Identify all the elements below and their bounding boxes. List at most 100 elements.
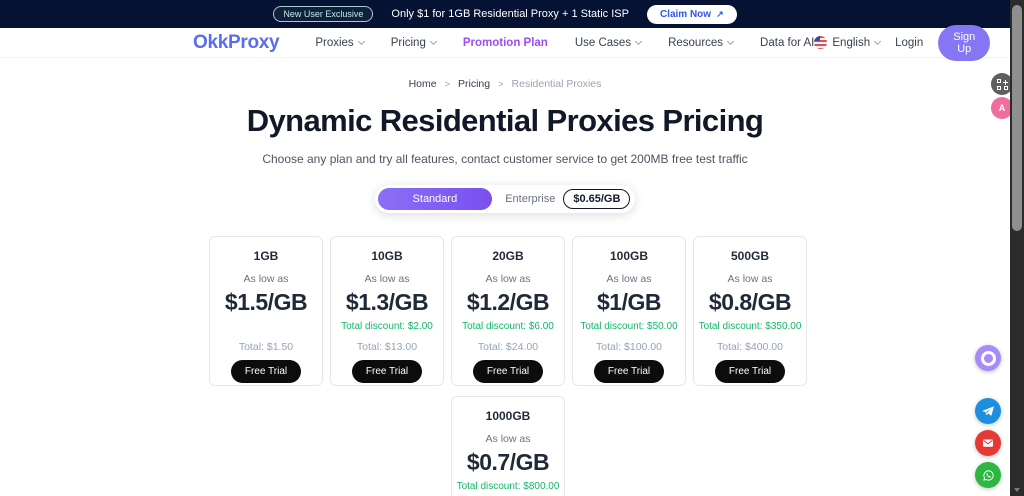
plan-as-low-as: As low as xyxy=(485,273,531,285)
grid-plus-icon xyxy=(996,78,1008,90)
free-trial-button[interactable]: Free Trial xyxy=(714,360,786,383)
nav-item-label: Promotion Plan xyxy=(462,36,548,49)
nav-item-label: Use Cases xyxy=(574,36,632,49)
chevron-down-icon xyxy=(357,37,365,45)
breadcrumb-separator: > xyxy=(498,79,504,90)
plan-total: Total: $1.50 xyxy=(238,341,294,353)
plan-card-100gb: 100GB As low as $1/GB Total discount: $5… xyxy=(572,236,686,386)
claim-now-label: Claim Now xyxy=(659,8,712,20)
nav-item-label: Data for AI xyxy=(760,36,815,49)
plan-size: 10GB xyxy=(371,249,403,263)
chevron-down-icon xyxy=(429,37,437,45)
whatsapp-icon xyxy=(982,469,994,481)
page-title: Dynamic Residential Proxies Pricing xyxy=(246,103,764,138)
arrow-up-right-icon: ↗ xyxy=(716,8,724,19)
toggle-standard[interactable]: Standard xyxy=(377,188,493,210)
scrollbar-track[interactable] xyxy=(1010,0,1024,496)
plan-price: $1.3/GB xyxy=(345,289,429,315)
plan-size: 100GB xyxy=(609,249,649,263)
plan-as-low-as: As low as xyxy=(243,273,289,285)
plan-card-10gb: 10GB As low as $1.3/GB Total discount: $… xyxy=(330,236,444,386)
breadcrumb-current: Residential Proxies xyxy=(511,78,602,90)
plans-row-2: 1000GB As low as $0.7/GB Total discount:… xyxy=(451,396,565,496)
plan-discount: Total discount: $50.00 xyxy=(580,321,678,332)
free-trial-button[interactable]: Free Trial xyxy=(351,360,423,383)
scrollbar-thumb[interactable] xyxy=(1012,5,1022,231)
email-button[interactable] xyxy=(975,430,1001,456)
page-subtitle: Choose any plan and try all features, co… xyxy=(262,152,748,166)
grid-plus-widget-button[interactable] xyxy=(991,73,1013,95)
free-trial-button[interactable]: Free Trial xyxy=(230,360,302,383)
plan-price: $1.2/GB xyxy=(466,289,550,315)
plans-row-1: 1GB As low as $1.5/GB Total: $1.50 Free … xyxy=(209,236,807,386)
promo-badge: New User Exclusive xyxy=(273,6,374,22)
plan-price: $0.8/GB xyxy=(708,289,792,315)
promo-banner: New User Exclusive Only $1 for 1GB Resid… xyxy=(0,0,1010,28)
logo[interactable]: OkkProxy xyxy=(193,31,280,53)
plan-as-low-as: As low as xyxy=(727,273,773,285)
telegram-icon xyxy=(982,406,994,416)
toggle-enterprise[interactable]: Enterprise xyxy=(505,193,556,205)
plan-card-20gb: 20GB As low as $1.2/GB Total discount: $… xyxy=(451,236,565,386)
breadcrumb-separator: > xyxy=(444,79,451,90)
plan-discount: Total discount: $6.00 xyxy=(462,321,554,332)
chevron-down-icon xyxy=(635,37,643,45)
plan-as-low-as: As low as xyxy=(364,273,410,285)
nav-item-use-cases[interactable]: Use Cases xyxy=(574,36,643,49)
language-label: English xyxy=(832,36,871,49)
claim-now-button[interactable]: Claim Now ↗ xyxy=(646,4,737,24)
telegram-button[interactable] xyxy=(975,398,1001,424)
whatsapp-button[interactable] xyxy=(975,462,1001,488)
nav-item-proxies[interactable]: Proxies xyxy=(315,36,365,49)
translate-widget-button[interactable]: A xyxy=(991,97,1013,119)
plan-total: Total: $100.00 xyxy=(596,341,662,353)
plan-discount: Total discount: $2.00 xyxy=(341,321,433,332)
plan-price: $0.7/GB xyxy=(466,449,550,475)
plan-price: $1/GB xyxy=(597,289,661,315)
nav-item-data-for-ai[interactable]: Data for AI xyxy=(760,37,814,49)
plan-total: Total: $24.00 xyxy=(477,341,539,353)
plan-discount: Total discount: $800.00 xyxy=(456,481,560,492)
plan-size: 1GB xyxy=(253,249,279,263)
plan-discount: Total discount: $350.00 xyxy=(698,321,802,332)
enterprise-price-chip[interactable]: $0.65/GB xyxy=(563,189,631,209)
main-nav: OkkProxy Proxies Pricing Promotion Plan … xyxy=(0,24,1010,61)
nav-item-label: Pricing xyxy=(390,36,426,49)
free-trial-button[interactable]: Free Trial xyxy=(593,360,665,383)
nav-item-resources[interactable]: Resources xyxy=(668,36,735,49)
plan-total: Total: $400.00 xyxy=(717,341,783,353)
plan-total: Total: $13.00 xyxy=(356,341,418,353)
language-selector[interactable]: English xyxy=(814,36,882,49)
scrollbar-down-arrow[interactable] xyxy=(1014,488,1020,492)
nav-right-group: English Login Sign Up xyxy=(814,24,991,61)
plan-as-low-as: As low as xyxy=(606,273,652,285)
chat-ring-icon xyxy=(980,350,996,366)
plan-type-toggle: Standard Enterprise $0.65/GB xyxy=(374,185,636,213)
nav-item-pricing[interactable]: Pricing xyxy=(390,36,437,49)
us-flag-icon xyxy=(814,36,828,49)
plan-card-500gb: 500GB As low as $0.8/GB Total discount: … xyxy=(693,236,807,386)
translate-icon: A xyxy=(998,103,1006,113)
nav-item-label: Proxies xyxy=(315,36,354,49)
chevron-down-icon xyxy=(727,37,735,45)
sign-up-button[interactable]: Sign Up xyxy=(938,24,991,61)
browser-widget-stack: A xyxy=(991,73,1013,119)
login-link[interactable]: Login xyxy=(895,36,924,49)
nav-menu: Proxies Pricing Promotion Plan Use Cases… xyxy=(315,37,814,49)
nav-item-label: Resources xyxy=(668,36,724,49)
promo-text: Only $1 for 1GB Residential Proxy + 1 St… xyxy=(391,8,629,20)
nav-item-promotion-plan[interactable]: Promotion Plan xyxy=(463,37,548,49)
plan-size: 20GB xyxy=(492,249,524,263)
plan-price: $1.5/GB xyxy=(224,289,308,315)
plan-as-low-as: As low as xyxy=(485,433,531,445)
mail-icon xyxy=(983,439,993,447)
plan-card-1000gb: 1000GB As low as $0.7/GB Total discount:… xyxy=(451,396,565,496)
free-trial-button[interactable]: Free Trial xyxy=(472,360,544,383)
chevron-down-icon xyxy=(874,37,882,45)
breadcrumb-home[interactable]: Home xyxy=(408,78,437,90)
breadcrumb-pricing[interactable]: Pricing xyxy=(458,78,491,90)
chat-widget-button[interactable] xyxy=(975,345,1001,371)
plan-card-1gb: 1GB As low as $1.5/GB Total: $1.50 Free … xyxy=(209,236,323,386)
breadcrumb: Home > Pricing > Residential Proxies xyxy=(0,78,1010,90)
